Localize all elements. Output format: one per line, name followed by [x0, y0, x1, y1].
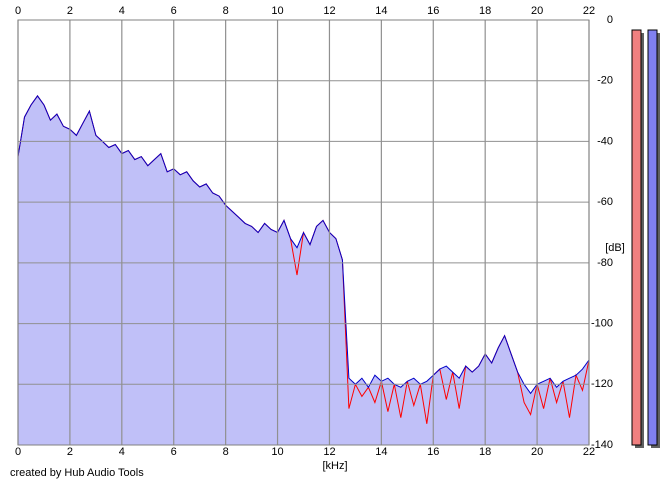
level-meter-right [647, 29, 658, 446]
spectrum-line [17, 95, 590, 395]
y-tick-label: 0 [607, 14, 613, 26]
y-tick-label: -120 [591, 378, 613, 390]
x-tick-label: 14 [375, 5, 387, 17]
x-tick-label: 12 [323, 446, 335, 458]
plot-area [17, 19, 590, 446]
footer: created by Hub Audio Tools [10, 467, 144, 479]
x-tick-label: 2 [67, 5, 73, 17]
x-tick-label: 20 [531, 446, 543, 458]
x-tick-label: 18 [479, 446, 491, 458]
x-tick-label: 6 [171, 446, 177, 458]
x-tick-label: 18 [479, 5, 491, 17]
y-tick-label: -40 [597, 135, 613, 147]
y-tick-label: -80 [597, 257, 613, 269]
x-axis-label: [kHz] [322, 460, 347, 472]
x-tick-label: 10 [271, 446, 283, 458]
y-tick-label: -20 [597, 75, 613, 87]
x-tick-label: 8 [223, 446, 229, 458]
x-tick-label: 16 [427, 446, 439, 458]
y-axis-label: [dB] [605, 242, 625, 254]
x-tick-label: 16 [427, 5, 439, 17]
y-tick-label: -140 [591, 439, 613, 451]
x-tick-label: 14 [375, 446, 387, 458]
x-tick-label: 0 [15, 5, 21, 17]
x-tick-label: 20 [531, 5, 543, 17]
x-tick-label: 4 [119, 446, 125, 458]
x-tick-label: 10 [271, 5, 283, 17]
x-tick-label: 6 [171, 5, 177, 17]
x-tick-label: 8 [223, 5, 229, 17]
x-tick-label: 12 [323, 5, 335, 17]
plot-border [17, 19, 590, 446]
x-tick-label: 2 [67, 446, 73, 458]
level-meter-left [631, 29, 642, 446]
x-tick-label: 0 [15, 446, 21, 458]
spectrum-area [18, 95, 589, 446]
x-tick-label: 4 [119, 5, 125, 17]
y-tick-label: -60 [597, 196, 613, 208]
x-tick-label: 22 [583, 446, 595, 458]
x-tick-label: 22 [583, 5, 595, 17]
y-tick-label: -100 [591, 317, 613, 329]
